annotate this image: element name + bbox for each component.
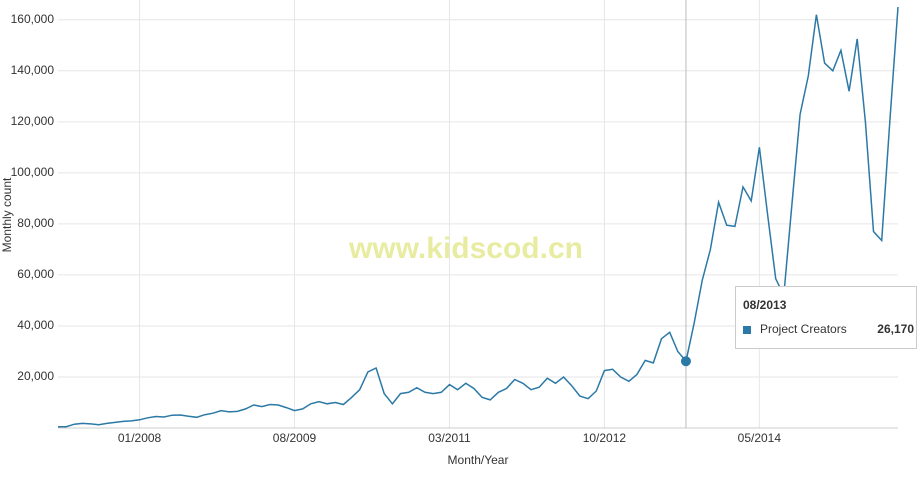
x-tick-label: 05/2014: [738, 431, 782, 445]
watermark: www.kidscod.cn: [348, 232, 583, 265]
y-tick-label: 120,000: [11, 114, 55, 128]
y-tick-label: 100,000: [11, 165, 55, 179]
x-axis-label: Month/Year: [448, 453, 509, 467]
tooltip-value: 26,170: [877, 322, 914, 336]
x-tick-label: 10/2012: [583, 431, 627, 445]
tooltip: 08/2013 Project Creators 26,170: [735, 286, 917, 349]
y-tick-label: 40,000: [17, 318, 54, 332]
y-tick-label: 60,000: [17, 267, 54, 281]
tooltip-series: Project Creators: [760, 322, 847, 336]
y-tick-label: 160,000: [11, 12, 55, 26]
tooltip-box: [735, 286, 917, 349]
hover-marker: [680, 356, 691, 367]
line-series: [58, 6, 899, 428]
tooltip-title: 08/2013: [743, 298, 787, 312]
x-tick-label: 08/2009: [273, 431, 317, 445]
x-tick-label: 01/2008: [118, 431, 162, 445]
y-tick-label: 20,000: [17, 369, 54, 383]
tooltip-swatch: [743, 326, 751, 334]
y-tick-label: 80,000: [17, 216, 54, 230]
y-axis-label: Monthly count: [0, 177, 14, 252]
x-tick-label: 03/2011: [428, 431, 471, 445]
y-tick-label: 140,000: [11, 63, 55, 77]
